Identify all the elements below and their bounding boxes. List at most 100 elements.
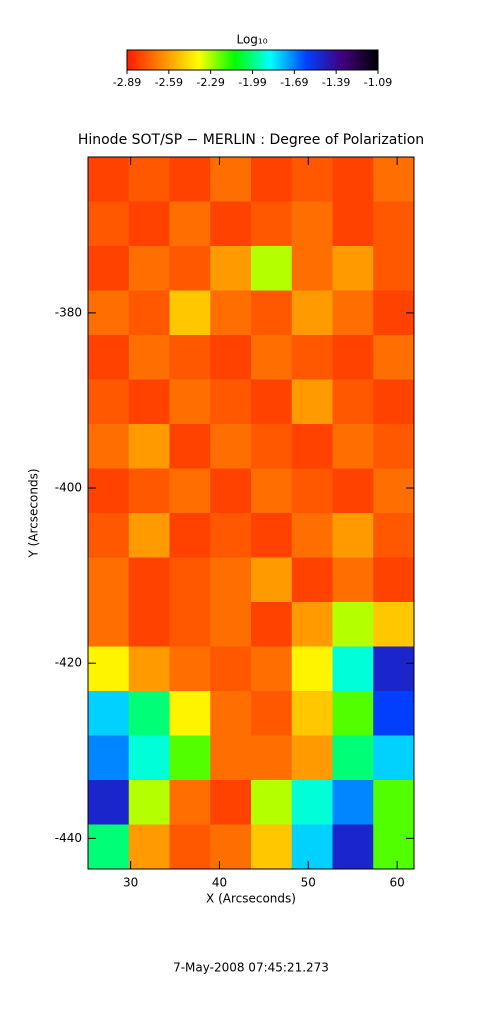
colorbar [126,49,379,71]
colorbar-tick-label: -1.99 [238,76,266,89]
heat-cell [210,602,252,647]
heat-cell [291,691,333,736]
heat-cell [128,246,170,291]
heat-cell [88,468,130,514]
heat-cell [169,424,211,469]
heat-cell [291,780,333,825]
heat-cell [332,335,374,380]
heat-cell [373,424,415,469]
heat-cell [169,824,211,870]
date: 7-May-2008 07:45:21.273 [173,961,329,975]
heat-cell [88,513,130,558]
heat-cell [210,201,252,247]
x-tick-label: 50 [301,876,316,890]
heat-cell [373,824,415,870]
heat-cell [88,424,130,469]
heat-cell [373,379,415,425]
heat-cell [291,201,333,247]
heat-cell [128,602,170,647]
heat-cell [291,290,333,336]
heat-cell [128,379,170,425]
heat-cell [332,824,374,870]
heat-cell [251,468,293,514]
heat-cell [251,646,293,692]
heat-cell [291,246,333,291]
heat-cell [169,602,211,647]
heat-cell [251,157,293,202]
heat-cell [251,513,293,558]
heat-cell [128,290,170,336]
colorbar-tick-label: -2.89 [113,76,141,89]
heat-cell [251,824,293,870]
heat-cell [169,379,211,425]
heat-cell [210,468,252,514]
heat-cell [291,468,333,514]
y-tick-label: -420 [55,656,82,670]
plot-frame [87,156,415,870]
heat-cell [88,824,130,870]
heat-cell [128,468,170,514]
heat-cell [210,335,252,380]
heat-cell [373,201,415,247]
colorbar-tick-label: -2.29 [196,76,224,89]
heat-cell [128,335,170,380]
y-tick-label: -400 [55,481,82,495]
heat-cell [251,335,293,380]
heat-cell [128,157,170,202]
heat-cell [88,379,130,425]
heat-cell [88,691,130,736]
heat-cell [291,513,333,558]
heat-cell [169,290,211,336]
heat-cell [291,602,333,647]
heat-cell [332,602,374,647]
heat-cell [169,557,211,603]
heat-cell [332,691,374,736]
x-axis-label: X (Arcseconds) [206,892,296,906]
heat-cell [128,557,170,603]
heat-cell [373,335,415,380]
heat-cell [128,201,170,247]
heat-cell [210,780,252,825]
x-tick-label: 30 [123,876,138,890]
heat-cell [210,824,252,870]
heat-cell [291,335,333,380]
heat-cell [169,201,211,247]
heat-cell [373,157,415,202]
heat-cell [373,468,415,514]
chart-title: Hinode SOT/SP − MERLIN : Degree of Polar… [78,132,424,148]
heat-cell [88,735,130,781]
heat-cell [251,424,293,469]
y-axis-label: Y (Arcseconds) [27,468,41,558]
heat-cell [210,513,252,558]
heat-cell [169,691,211,736]
heat-cell [373,557,415,603]
heat-cell [169,735,211,781]
heat-cell [210,290,252,336]
heat-cell [251,735,293,781]
heat-cell [210,157,252,202]
heat-cell [251,201,293,247]
heat-cell [169,646,211,692]
heat-cell [128,513,170,558]
heat-cell [373,646,415,692]
heat-cell [88,335,130,380]
heat-cell [169,513,211,558]
colorbar-tick-label: -1.69 [280,76,308,89]
heat-cell [251,379,293,425]
heat-cell [251,602,293,647]
heat-cell [88,602,130,647]
heat-cell [210,557,252,603]
colorbar-tick-label: -1.39 [322,76,350,89]
heat-cell [128,646,170,692]
heat-cell [373,246,415,291]
heat-cell [88,557,130,603]
heat-cell [332,468,374,514]
heat-cell [251,246,293,291]
x-tick-label: 60 [389,876,404,890]
heat-cell [373,513,415,558]
heat-cell [373,691,415,736]
heat-cell [128,780,170,825]
heat-cell [210,424,252,469]
heat-cell [169,335,211,380]
heat-cell [88,157,130,202]
